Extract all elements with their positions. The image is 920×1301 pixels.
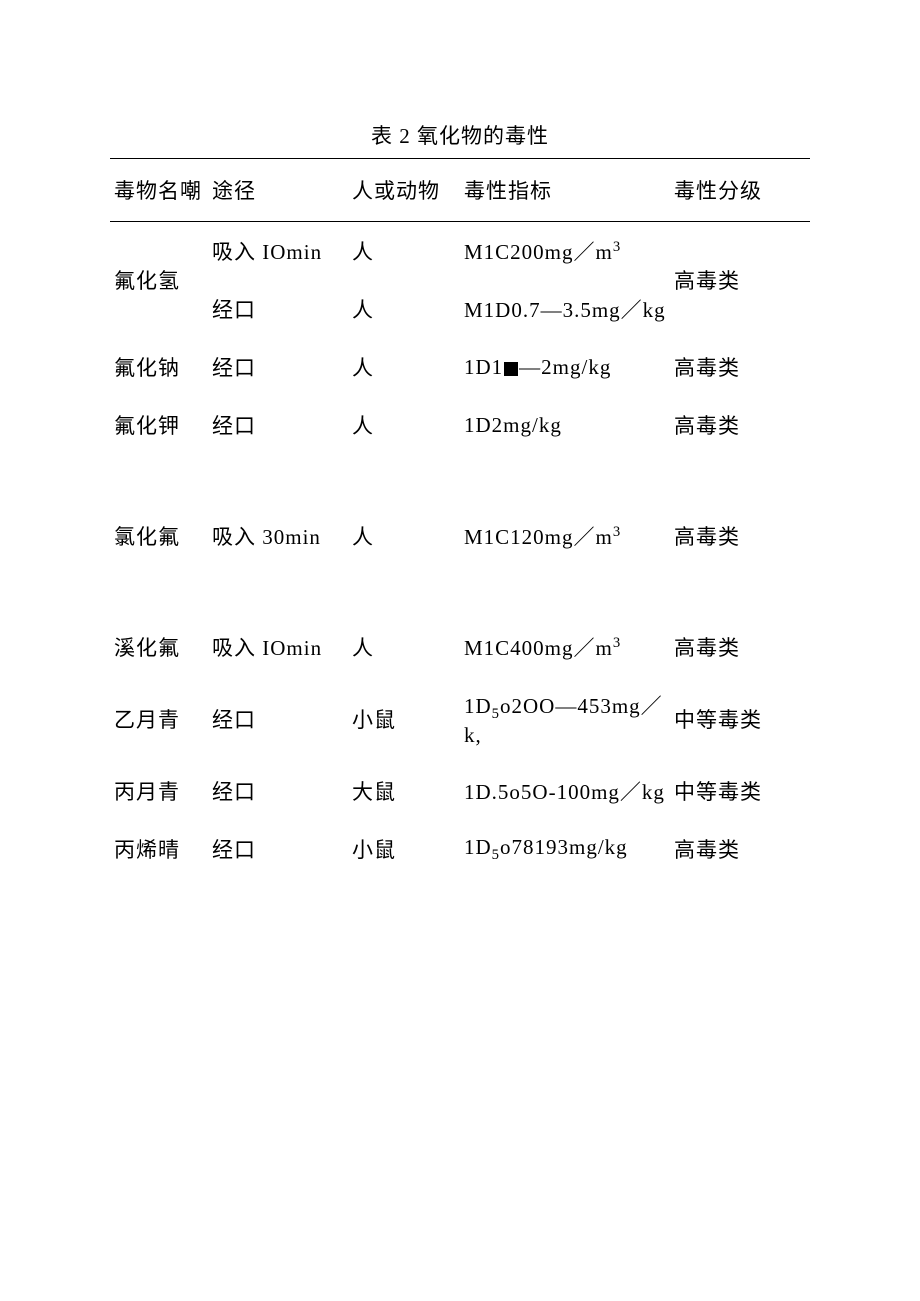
cell-route: 经口 [208, 396, 348, 454]
header-route: 途径 [208, 159, 348, 222]
cell-name: 氟化氢 [110, 222, 208, 339]
table-row: 氟化钠经口人1D1—2mg/kg高毒类 [110, 338, 810, 396]
cell-route: 吸入 IOmin [208, 222, 348, 281]
cell-route: 经口 [208, 762, 348, 820]
cell-name: 氟化钾 [110, 396, 208, 454]
cell-level: 高毒类 [670, 618, 810, 676]
cell-indicator: M1D0.7—3.5mg／kg [460, 280, 670, 338]
cell-subject: 人 [348, 338, 460, 396]
cell-route: 经口 [208, 280, 348, 338]
table-body: 氟化氢吸入 IOmin人M1C200mg／m3高毒类经口人M1D0.7—3.5m… [110, 222, 810, 879]
header-subject: 人或动物 [348, 159, 460, 222]
table-row: 丙月青经口大鼠1D.5o5O-100mg／kg中等毒类 [110, 762, 810, 820]
cell-subject: 人 [348, 507, 460, 565]
table-row: 氯化氟吸入 30min人M1C120mg／m3高毒类 [110, 507, 810, 565]
table-title: 表 2 氧化物的毒性 [110, 120, 810, 150]
toxicity-table: 毒物名嘲 途径 人或动物 毒性指标 毒性分级 氟化氢吸入 IOmin人M1C20… [110, 158, 810, 878]
cell-route: 经口 [208, 338, 348, 396]
spacer-cell [110, 454, 810, 507]
cell-subject: 人 [348, 396, 460, 454]
table-row [110, 454, 810, 507]
table-header-row: 毒物名嘲 途径 人或动物 毒性指标 毒性分级 [110, 159, 810, 222]
table-row: 溪化氟吸入 IOmin人M1C400mg／m3高毒类 [110, 618, 810, 676]
cell-indicator: M1C400mg／m3 [460, 618, 670, 676]
cell-indicator: 1D1—2mg/kg [460, 338, 670, 396]
cell-indicator: M1C120mg／m3 [460, 507, 670, 565]
table-row [110, 565, 810, 618]
header-level: 毒性分级 [670, 159, 810, 222]
spacer-cell [110, 565, 810, 618]
cell-level: 高毒类 [670, 507, 810, 565]
cell-indicator: 1D5o2OO—453mg／k, [460, 676, 670, 762]
cell-name: 氯化氟 [110, 507, 208, 565]
cell-subject: 小鼠 [348, 820, 460, 878]
cell-indicator: 1D.5o5O-100mg／kg [460, 762, 670, 820]
cell-level: 高毒类 [670, 338, 810, 396]
table-row: 氟化氢吸入 IOmin人M1C200mg／m3高毒类 [110, 222, 810, 281]
cell-name: 氟化钠 [110, 338, 208, 396]
cell-route: 吸入 30min [208, 507, 348, 565]
table-row: 丙烯晴经口小鼠1D5o78193mg/kg高毒类 [110, 820, 810, 878]
table-row: 乙月青经口小鼠1D5o2OO—453mg／k,中等毒类 [110, 676, 810, 762]
header-indicator: 毒性指标 [460, 159, 670, 222]
cell-subject: 小鼠 [348, 676, 460, 762]
cell-indicator: 1D5o78193mg/kg [460, 820, 670, 878]
cell-subject: 人 [348, 618, 460, 676]
header-name: 毒物名嘲 [110, 159, 208, 222]
cell-level: 高毒类 [670, 396, 810, 454]
cell-level: 中等毒类 [670, 676, 810, 762]
table-row: 氟化钾经口人1D2mg/kg高毒类 [110, 396, 810, 454]
cell-route: 经口 [208, 676, 348, 762]
cell-subject: 人 [348, 222, 460, 281]
toxicity-table-container: 表 2 氧化物的毒性 毒物名嘲 途径 人或动物 毒性指标 毒性分级 氟化氢吸入 … [110, 120, 810, 878]
cell-level: 高毒类 [670, 820, 810, 878]
cell-name: 乙月青 [110, 676, 208, 762]
cell-name: 溪化氟 [110, 618, 208, 676]
cell-indicator: 1D2mg/kg [460, 396, 670, 454]
cell-route: 经口 [208, 820, 348, 878]
cell-indicator: M1C200mg／m3 [460, 222, 670, 281]
cell-name: 丙烯晴 [110, 820, 208, 878]
cell-subject: 大鼠 [348, 762, 460, 820]
cell-route: 吸入 IOmin [208, 618, 348, 676]
cell-level: 高毒类 [670, 222, 810, 339]
cell-subject: 人 [348, 280, 460, 338]
cell-name: 丙月青 [110, 762, 208, 820]
cell-level: 中等毒类 [670, 762, 810, 820]
